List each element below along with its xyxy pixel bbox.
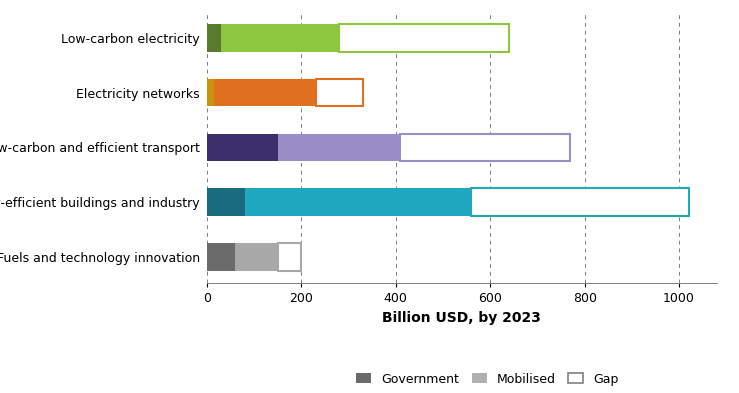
Bar	[235, 243, 278, 271]
Bar	[207, 243, 235, 271]
X-axis label: Billion USD, by 2023: Billion USD, by 2023	[383, 310, 541, 325]
Bar	[245, 189, 471, 216]
Bar	[221, 24, 339, 51]
Bar	[471, 189, 689, 216]
Bar	[401, 134, 571, 161]
Bar	[278, 243, 302, 271]
Bar	[339, 24, 509, 51]
Bar	[207, 134, 278, 161]
Bar	[207, 24, 221, 51]
Legend: Government, Mobilised, Gap: Government, Mobilised, Gap	[351, 367, 624, 391]
Bar	[214, 79, 316, 106]
Bar	[207, 189, 245, 216]
Bar	[207, 79, 214, 106]
Bar	[278, 134, 401, 161]
Bar	[316, 79, 363, 106]
